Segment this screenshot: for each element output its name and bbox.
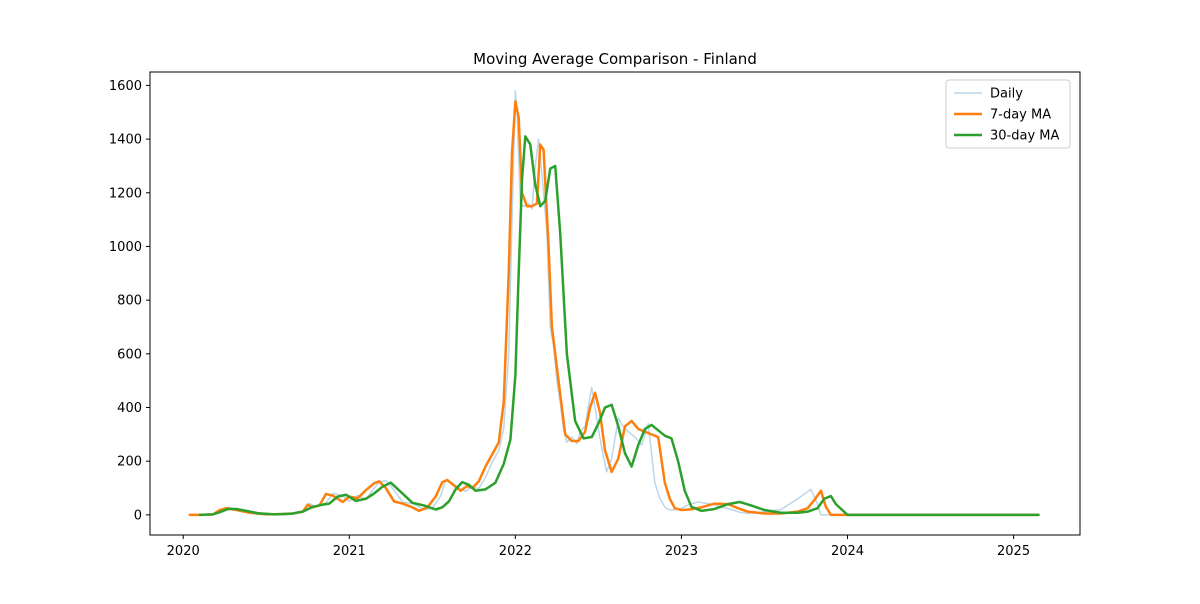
y-tick-label: 0 [134, 508, 142, 523]
y-tick-label: 800 [117, 294, 142, 309]
x-tick-label: 2020 [167, 544, 200, 559]
y-tick-label: 200 [117, 455, 142, 470]
x-tick-label: 2023 [665, 544, 698, 559]
y-tick-label: 1600 [109, 79, 142, 94]
x-tick-label: 2021 [333, 544, 366, 559]
x-tick-label: 2022 [499, 544, 532, 559]
y-tick-label: 600 [117, 347, 142, 362]
plot-frame [149, 71, 1081, 536]
y-tick-label: 1200 [109, 186, 142, 201]
legend: Daily 7-day MA 30-day MA [945, 79, 1071, 149]
legend-label-2: 30-day MA [990, 129, 1059, 144]
chart-title: Moving Average Comparison - Finland [473, 50, 757, 68]
axes: 2020 2021 2022 2023 2024 2025 0 200 400 600 800 100… [109, 71, 1081, 559]
x-tick-label: 2024 [831, 544, 864, 559]
y-tick-label: 1400 [109, 133, 142, 148]
x-tick-label: 2025 [997, 544, 1030, 559]
series-line-2 [198, 135, 1040, 517]
series-line-1 [188, 100, 1040, 517]
legend-box [945, 79, 1071, 149]
legend-label-0: Daily [990, 87, 1023, 102]
y-tick-label: 400 [117, 401, 142, 416]
y-tick-label: 1000 [109, 240, 142, 255]
series-lines [188, 90, 1040, 517]
legend-label-1: 7-day MA [990, 108, 1051, 123]
